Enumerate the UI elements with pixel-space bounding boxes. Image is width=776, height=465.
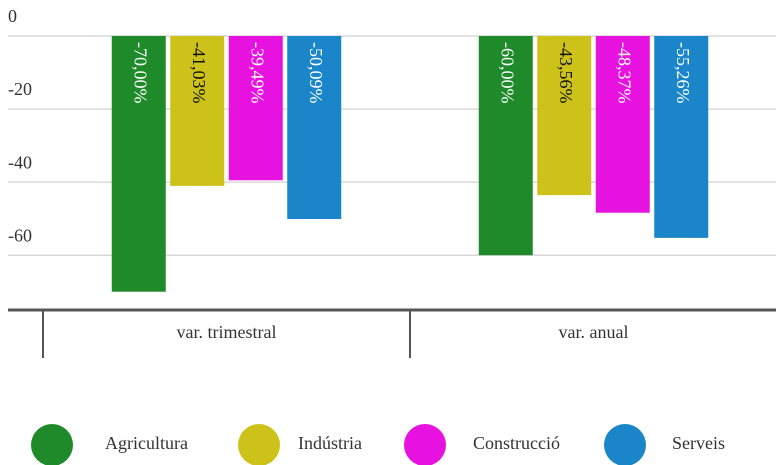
y-tick-label: -60 bbox=[8, 225, 32, 245]
bar bbox=[170, 36, 225, 186]
data-label: -60,00% bbox=[498, 42, 518, 104]
legend-label: Indústria bbox=[298, 433, 362, 453]
data-label: -48,37% bbox=[615, 42, 635, 104]
legend-swatch bbox=[604, 424, 646, 465]
y-tick-label: -20 bbox=[8, 79, 32, 99]
x-tick-label: var. anual bbox=[559, 322, 629, 342]
data-label: -43,56% bbox=[556, 42, 576, 104]
bar bbox=[228, 36, 283, 181]
data-label: -50,09% bbox=[306, 42, 326, 104]
data-label: -41,03% bbox=[189, 42, 209, 104]
legend-label: Serveis bbox=[672, 433, 725, 453]
x-tick-label: var. trimestral bbox=[177, 322, 277, 342]
data-label: -55,26% bbox=[673, 42, 693, 104]
bar bbox=[111, 36, 166, 292]
bar bbox=[478, 36, 533, 256]
legend-label: Construcció bbox=[473, 433, 560, 453]
bar bbox=[287, 36, 342, 219]
y-tick-label: 0 bbox=[8, 6, 17, 26]
data-label: -39,49% bbox=[248, 42, 268, 104]
data-label: -70,00% bbox=[131, 42, 151, 104]
bar bbox=[654, 36, 709, 238]
bar bbox=[537, 36, 592, 196]
legend-swatch bbox=[238, 424, 280, 465]
y-tick-label: -40 bbox=[8, 152, 32, 172]
legend-label: Agricultura bbox=[105, 433, 188, 453]
legend-swatch bbox=[31, 424, 73, 465]
legend-swatch bbox=[404, 424, 446, 465]
bar bbox=[595, 36, 650, 213]
